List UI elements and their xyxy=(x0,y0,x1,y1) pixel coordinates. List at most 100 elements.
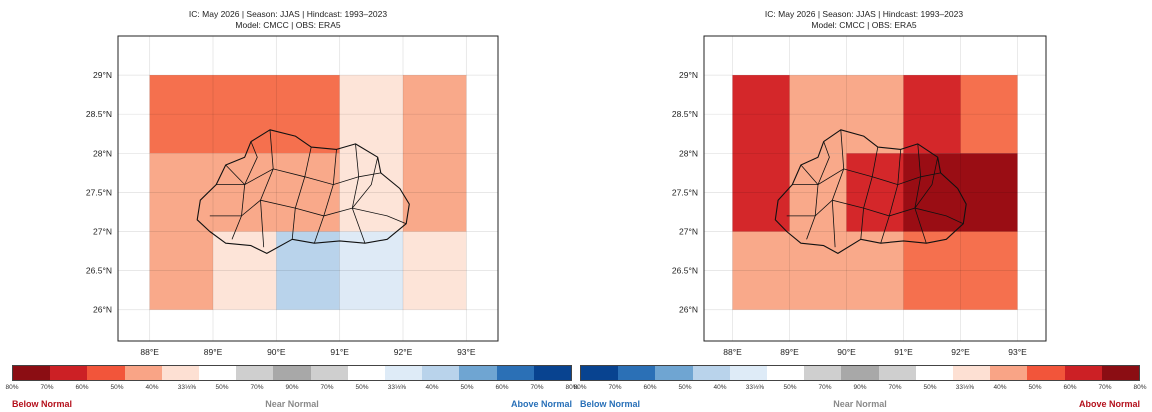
forecast-panel-left: IC: May 2026 | Season: JJAS | Hindcast: … xyxy=(0,9,579,409)
colorbar-tick-label: 50% xyxy=(923,384,937,391)
lat-tick-label: 29°N xyxy=(93,70,112,80)
district-boundary xyxy=(225,164,246,240)
colorbar-swatch xyxy=(767,366,805,380)
district-boundary xyxy=(914,143,927,244)
grid-cell xyxy=(789,153,847,232)
lat-tick-label: 27°N xyxy=(679,227,698,237)
probability-map: 29°N 28.5°N 28°N 27.5°N 27°N 26.5°N 26°N 88°E 89… xyxy=(86,35,499,357)
lon-tick-label: 92°E xyxy=(394,347,413,357)
lat-tick-label: 27.5°N xyxy=(672,187,698,197)
lon-tick-label: 91°E xyxy=(894,347,913,357)
colorbar-tick-label: 50% xyxy=(678,384,692,391)
country-boundary xyxy=(196,129,410,254)
lon-tick-label: 90°E xyxy=(837,347,856,357)
header-line-1: IC: May 2026 | Season: JJAS | Hindcast: … xyxy=(764,9,964,19)
colorbar-swatch xyxy=(618,366,656,380)
lat-tick-label: 27.5°N xyxy=(86,187,112,197)
grid-cell xyxy=(149,153,340,232)
colorbar-tick-label: 33⅓% xyxy=(177,384,197,391)
below-normal-label: Below Normal xyxy=(580,399,641,409)
district-boundary xyxy=(786,199,964,225)
colorbar-tick-label: 60% xyxy=(643,384,657,391)
colorbar-swatch xyxy=(50,366,88,380)
colorbar-tick-label: 50% xyxy=(460,384,474,391)
colorbar-tick-label: 80% xyxy=(565,384,579,391)
district-boundary xyxy=(831,129,845,248)
colorbar-swatch xyxy=(347,366,386,380)
colorbar-tick-label: 70% xyxy=(320,384,334,391)
district-boundary xyxy=(209,199,407,225)
colorbar-swatch xyxy=(1064,366,1102,380)
grid-cell xyxy=(903,231,1018,310)
colorbar-swatch xyxy=(1027,366,1065,380)
lat-tick-label: 27°N xyxy=(93,227,112,237)
colorbar-swatch xyxy=(124,366,162,380)
district-boundary xyxy=(914,157,939,209)
panel-header: IC: May 2026 | Season: JJAS | Hindcast: … xyxy=(0,9,576,31)
colorbar-tick-label: 40% xyxy=(145,384,159,391)
district-boundary xyxy=(817,141,830,185)
colorbar-swatch xyxy=(533,366,572,380)
map-frame xyxy=(703,35,1047,342)
map-frame xyxy=(117,35,499,342)
lat-tick-label: 28°N xyxy=(93,148,112,158)
colorbar-swatch xyxy=(878,366,916,380)
colorbar-tick-label: 70% xyxy=(1098,384,1112,391)
colorbar-swatch xyxy=(459,366,497,380)
colorbar-swatch xyxy=(729,366,768,380)
lat-tick-label: 28.5°N xyxy=(86,109,112,119)
colorbar-swatch xyxy=(422,366,460,380)
colorbar-tick-label: 90% xyxy=(285,384,299,391)
grid-cell xyxy=(339,231,403,310)
lat-tick-label: 26.5°N xyxy=(672,266,698,276)
colorbar-swatch xyxy=(915,366,954,380)
district-boundary xyxy=(244,141,258,185)
grid-cell xyxy=(846,153,904,232)
colorbar-tick-label: 40% xyxy=(713,384,727,391)
lon-tick-label: 88°E xyxy=(723,347,742,357)
near-normal-label: Near Normal xyxy=(833,399,887,409)
colorbar-swatches xyxy=(580,365,1140,381)
colorbar-swatch xyxy=(496,366,534,380)
district-boundary xyxy=(800,164,819,240)
colorbar-swatches xyxy=(12,365,572,381)
lon-tick-label: 91°E xyxy=(330,347,349,357)
colorbar-tick-label: 60% xyxy=(495,384,509,391)
colorbar: 80% 70% 60% 50% 40% 33⅓% 50% 70% 90% 70% 50% 33⅓% 40… xyxy=(5,365,579,409)
lat-tick-label: 29°N xyxy=(679,70,698,80)
district-boundary xyxy=(260,129,274,248)
district-boundary xyxy=(860,147,879,240)
colorbar-tick-label: 60% xyxy=(75,384,89,391)
colorbar-swatch xyxy=(841,366,879,380)
colorbar-swatch xyxy=(1101,366,1140,380)
grid-cell xyxy=(403,75,467,232)
colorbar-swatch xyxy=(953,366,991,380)
near-normal-label: Near Normal xyxy=(265,399,319,409)
lon-tick-label: 93°E xyxy=(1008,347,1027,357)
colorbar-tick-label: 70% xyxy=(40,384,54,391)
colorbar-swatch xyxy=(581,366,619,380)
colorbar-tick-label: 33⅓% xyxy=(955,384,975,391)
colorbar-tick-label: 50% xyxy=(355,384,369,391)
colorbar-tick-label: 80% xyxy=(5,384,19,391)
colorbar-swatch xyxy=(236,366,274,380)
colorbar-tick-label: 90% xyxy=(853,384,867,391)
grid-cell xyxy=(403,231,467,310)
colorbar-tick-label: 70% xyxy=(530,384,544,391)
lat-tick-label: 28°N xyxy=(679,148,698,158)
colorbar-tick-label: 70% xyxy=(888,384,902,391)
colorbar-tick-label: 80% xyxy=(573,384,587,391)
lon-tick-label: 93°E xyxy=(457,347,476,357)
panel-header: IC: May 2026 | Season: JJAS | Hindcast: … xyxy=(576,9,1152,31)
colorbar-swatch xyxy=(13,366,51,380)
colorbar-tick-label: 40% xyxy=(425,384,439,391)
district-boundary xyxy=(880,149,902,244)
colorbar-swatch xyxy=(87,366,125,380)
grid-cell xyxy=(789,75,904,154)
header-line-2: Model: CMCC | OBS: ERA5 xyxy=(811,20,917,30)
colorbar-swatch xyxy=(310,366,348,380)
probability-map: 29°N 28.5°N 28°N 27.5°N 27°N 26.5°N 26°N 88°E 89… xyxy=(672,35,1047,357)
colorbar-tick-label: 70% xyxy=(250,384,264,391)
lon-tick-label: 89°E xyxy=(780,347,799,357)
district-boundary xyxy=(351,157,379,209)
